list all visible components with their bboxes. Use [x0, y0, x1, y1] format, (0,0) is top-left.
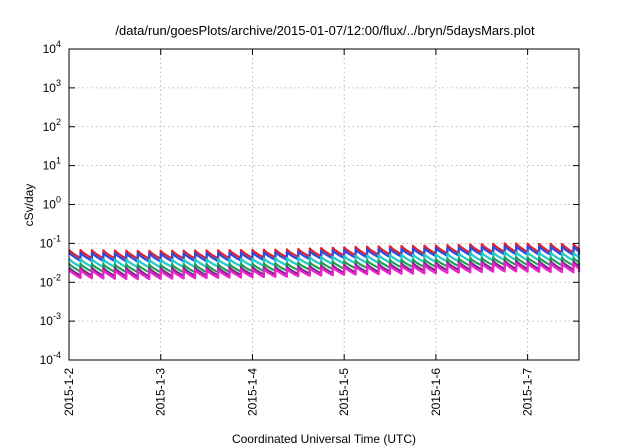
- x-tick-label: 2015-1-2: [62, 368, 76, 416]
- series-line-5: [68, 259, 581, 278]
- y-tick-label: 100: [43, 195, 61, 212]
- y-tick-label: 103: [43, 78, 61, 95]
- y-tick-label: 10-3: [40, 311, 61, 328]
- ticks: 10-4 10-3 10-2 10-1 100 101 102 103 104 2015-1-2 2…: [40, 39, 579, 416]
- chart-title: /data/run/goesPlots/archive/2015-01-07/1…: [115, 23, 535, 38]
- series-line-6: [68, 261, 581, 281]
- series-line-3: [68, 250, 581, 269]
- y-axis-label: cSv/day: [22, 184, 36, 227]
- x-tick-label: 2015-1-7: [521, 368, 535, 416]
- x-tick-label: 2015-1-5: [337, 368, 351, 416]
- series-line-1: [68, 242, 581, 260]
- series-line-4: [68, 256, 581, 274]
- series-group: [68, 242, 581, 281]
- y-tick-label: 10-4: [40, 350, 61, 367]
- y-tick-label: 10-2: [40, 272, 61, 289]
- y-tick-label: 101: [43, 156, 61, 173]
- x-axis-label: Coordinated Universal Time (UTC): [232, 432, 416, 446]
- x-tick-label: 2015-1-6: [429, 368, 443, 416]
- series-line-2: [68, 244, 581, 263]
- grid: [69, 49, 579, 360]
- x-tick-label: 2015-1-4: [245, 368, 259, 416]
- y-tick-label: 10-1: [40, 233, 61, 250]
- y-tick-label: 102: [43, 117, 61, 134]
- x-tick-label: 2015-1-3: [154, 368, 168, 416]
- y-tick-label: 104: [43, 39, 61, 56]
